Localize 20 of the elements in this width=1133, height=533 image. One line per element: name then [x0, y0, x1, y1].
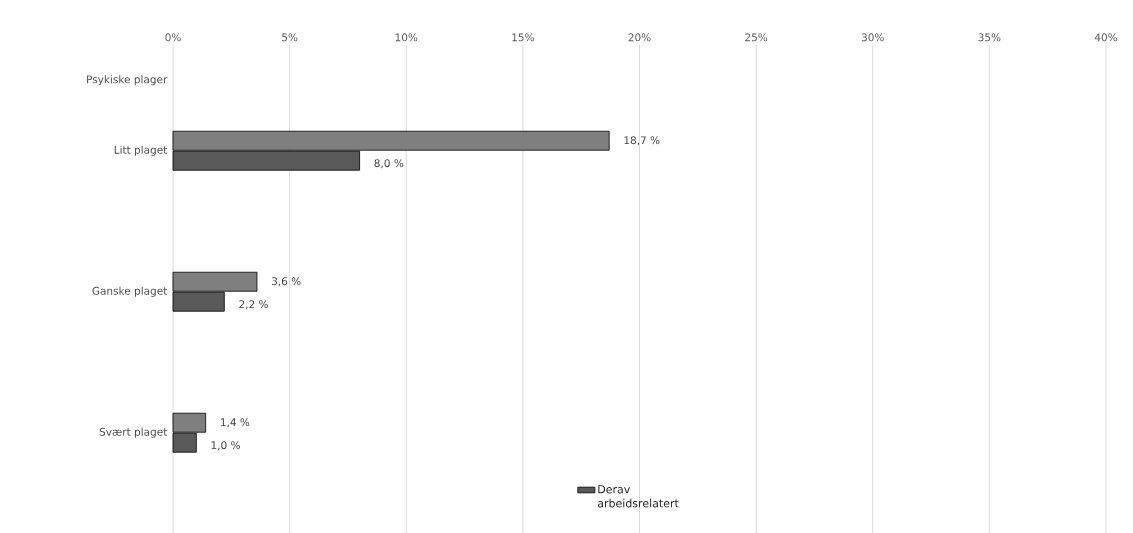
x-tick-label: 15% [512, 33, 534, 42]
data-label: 1,4 % [221, 418, 250, 428]
y-tick-label: Ganske plaget [92, 286, 168, 297]
data-label: 1,0 % [211, 441, 240, 451]
x-tick-label: 40% [1094, 33, 1118, 42]
legend-label: Derav arbeidsrelatert [597, 485, 679, 508]
data-label: 2,2 % [239, 300, 268, 310]
x-tick-label: 35% [978, 33, 1001, 42]
data-label: 18,7 % [624, 136, 660, 146]
x-tick-label: 10% [395, 33, 418, 42]
y-tick-label: Psykiske plager [87, 75, 168, 86]
x-tick-label: 5% [282, 33, 298, 42]
data-label: 3,6 % [271, 277, 301, 287]
data-label: 8,0 % [374, 159, 404, 169]
x-tick-label: 20% [628, 33, 651, 42]
x-tick-label: 25% [745, 33, 768, 42]
x-tick-label: 0% [165, 33, 181, 42]
y-tick-label: Svært plaget [99, 427, 168, 438]
x-tick-label: 30% [861, 33, 884, 42]
y-tick-label: Litt plaget [114, 145, 168, 156]
